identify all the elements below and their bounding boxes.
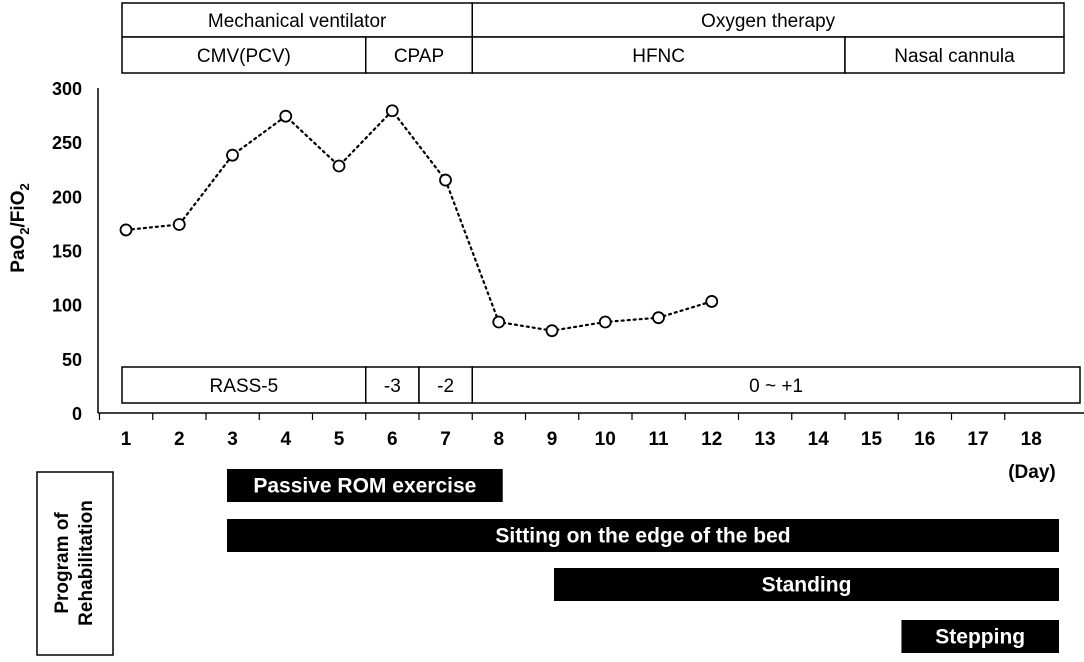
rehab-bar-0 bbox=[227, 469, 503, 502]
y-tick-label-4: 200 bbox=[52, 187, 82, 207]
rass-box-1 bbox=[365, 366, 420, 404]
rehab-bar-1 bbox=[227, 519, 1059, 552]
header-bottom-box-2 bbox=[471, 36, 846, 74]
x-tick-label-7: 8 bbox=[493, 429, 504, 450]
series-line-0 bbox=[124, 109, 713, 332]
rehab-bar-label-3: Stepping bbox=[935, 626, 1025, 649]
x-tick-label-0: 1 bbox=[121, 429, 132, 450]
x-tick-label-3: 4 bbox=[280, 429, 291, 450]
series-pao2-fio2 bbox=[119, 104, 719, 338]
rass-scale: RASS-5 -3 -2 0 ~ +1 bbox=[121, 366, 1081, 404]
y-tick-label-5: 250 bbox=[52, 133, 82, 153]
data-point-6 bbox=[439, 173, 452, 187]
x-ticks: 1 2 3 4 5 6 7 8 9 10 11 12 13 14 15 16 17 18 bbox=[98, 413, 1042, 450]
y-axis-label: PaO2/FiO2 bbox=[8, 183, 32, 272]
x-tick-label-9: 10 bbox=[595, 429, 616, 450]
rass-label-2: -2 bbox=[437, 376, 454, 397]
data-point-8 bbox=[545, 324, 559, 338]
x-tick-label-6: 7 bbox=[440, 429, 451, 450]
x-tick-label-16: 17 bbox=[967, 429, 988, 450]
rehab-bar-label-0: Passive ROM exercise bbox=[253, 475, 476, 498]
header-top-box-0 bbox=[121, 2, 473, 38]
x-tick-label-12: 13 bbox=[754, 429, 775, 450]
x-tick-label-15: 16 bbox=[914, 429, 935, 450]
rass-box-3 bbox=[471, 366, 1081, 404]
x-tick-label-14: 15 bbox=[861, 429, 883, 450]
rehab-label-line2: Rehabilitation bbox=[76, 500, 97, 626]
x-tick-label-4: 5 bbox=[334, 429, 345, 450]
header-boxes: Mechanical ventilator Oxygen therapy CMV(P… bbox=[121, 2, 1065, 74]
header-bottom-label-3: Nasal cannula bbox=[894, 46, 1015, 67]
data-point-11 bbox=[705, 295, 719, 308]
data-point-4 bbox=[332, 159, 346, 173]
x-tick-label-11: 12 bbox=[701, 429, 722, 450]
header-bottom-box-3 bbox=[844, 36, 1065, 74]
data-point-10 bbox=[652, 311, 665, 325]
header-top-box-1 bbox=[471, 2, 1065, 38]
data-point-0 bbox=[119, 223, 133, 237]
data-point-2 bbox=[226, 148, 239, 162]
rehab-bar-3 bbox=[901, 620, 1059, 653]
y-tick-label-2: 100 bbox=[52, 296, 82, 316]
y-tick-label-6: 300 bbox=[52, 79, 82, 99]
y-tick-label-1: 50 bbox=[62, 350, 82, 370]
rass-label-1: -3 bbox=[384, 376, 401, 397]
x-axis-unit-label: (Day) bbox=[1008, 462, 1056, 483]
x-tick-label-17: 18 bbox=[1021, 429, 1042, 450]
rehab-bar-2 bbox=[554, 568, 1059, 601]
rehab-bar-label-1: Sitting on the edge of the bed bbox=[495, 525, 790, 548]
data-point-9 bbox=[598, 315, 612, 329]
x-tick-label-13: 14 bbox=[808, 429, 830, 450]
header-bottom-label-1: CPAP bbox=[394, 46, 444, 67]
x-tick-label-1: 2 bbox=[174, 429, 185, 450]
data-point-3 bbox=[279, 109, 293, 123]
data-point-7 bbox=[492, 315, 506, 329]
rehab-label-box bbox=[36, 471, 114, 656]
y-ticks: 0 50 100 150 200 250 300 bbox=[52, 79, 82, 424]
x-tick-label-5: 6 bbox=[387, 429, 398, 450]
rehab-label-line1: Program of bbox=[52, 512, 73, 614]
rehab-bars: Passive ROM exercise Sitting on the edge … bbox=[227, 469, 1059, 653]
x-tick-label-2: 3 bbox=[227, 429, 238, 450]
y-tick-label-3: 150 bbox=[52, 242, 82, 262]
data-point-5 bbox=[385, 104, 399, 118]
rehab-bar-label-2: Standing bbox=[762, 574, 852, 597]
rass-label-3: 0 ~ +1 bbox=[749, 376, 803, 397]
x-tick-label-8: 9 bbox=[547, 429, 558, 450]
rass-label-0: RASS-5 bbox=[210, 376, 279, 397]
y-tick-label-0: 0 bbox=[72, 404, 82, 424]
data-point-1 bbox=[172, 218, 186, 231]
header-top-label-0: Mechanical ventilator bbox=[208, 11, 387, 32]
header-bottom-box-0 bbox=[121, 36, 367, 74]
header-top-label-1: Oxygen therapy bbox=[701, 11, 836, 32]
header-bottom-label-2: HFNC bbox=[632, 46, 685, 67]
x-tick-label-10: 11 bbox=[648, 429, 669, 450]
header-bottom-label-0: CMV(PCV) bbox=[197, 46, 291, 67]
